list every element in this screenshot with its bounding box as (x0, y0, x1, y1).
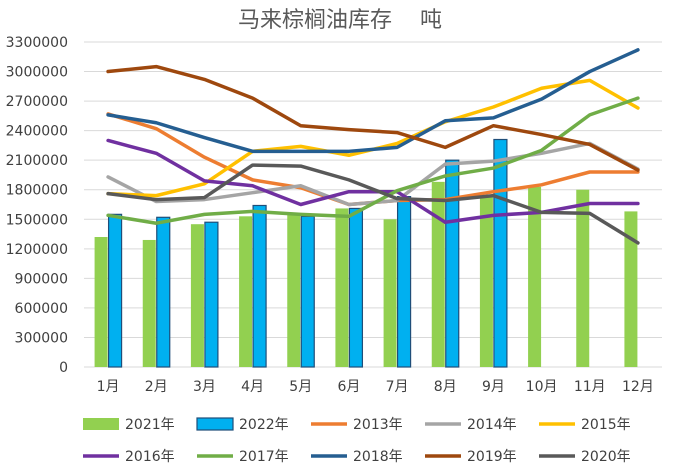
bar-2021年 (94, 237, 108, 367)
x-tick-label: 6月 (337, 379, 360, 395)
y-tick-label: 1200000 (6, 242, 68, 258)
bar-2021年 (624, 211, 638, 367)
bar-2021年 (287, 213, 301, 367)
bar-2022年 (348, 207, 364, 368)
y-tick-label: 0 (59, 360, 68, 376)
y-tick-label: 600000 (15, 301, 68, 317)
y-tick-label: 2100000 (6, 153, 68, 169)
y-tick-label: 900000 (15, 271, 68, 287)
x-tick-label: 4月 (241, 379, 264, 395)
legend-label: 2021年 (125, 417, 175, 433)
legend: 2021年 2022年 2013年 2014年 2015年 2016年 2017年 2018年… (83, 417, 631, 465)
bar-2022年 (396, 196, 412, 368)
x-tick-label: 12月 (622, 379, 654, 395)
legend-label: 2018年 (353, 449, 403, 465)
x-tick-label: 10月 (526, 379, 558, 395)
bar-2021年 (335, 208, 349, 367)
y-tick-label: 1800000 (6, 183, 68, 199)
line-2018年 (106, 48, 640, 154)
bar-2021年 (142, 239, 156, 367)
legend-swatch (196, 417, 234, 431)
y-tick-label: 1500000 (6, 212, 68, 228)
line-2020年 (106, 163, 640, 245)
legend-label: 2020年 (581, 449, 631, 465)
x-axis: 1月 2月 3月 4月 5月 6月 7月 8月 9月 10月 11月 12月 (97, 379, 654, 395)
bar-2021年 (479, 196, 493, 367)
line-series (106, 48, 640, 245)
bar-2021年 (383, 219, 397, 367)
bar-2021年 (239, 216, 253, 367)
legend-label: 2019年 (467, 449, 517, 465)
x-tick-label: 8月 (434, 379, 457, 395)
chart-title: 马来棕榈油库存 吨 (238, 8, 442, 33)
bar-2022年 (204, 221, 219, 368)
x-tick-label: 11月 (574, 379, 606, 395)
bar-series (94, 138, 638, 368)
line-2014年 (106, 141, 640, 207)
line-2017年 (106, 96, 640, 225)
x-tick-label: 5月 (289, 379, 312, 395)
y-tick-label: 3000000 (6, 65, 68, 81)
y-axis: 0 300000 600000 900000 1200000 1500000 1800000… (6, 35, 68, 376)
bar-2021年 (431, 181, 445, 367)
x-tick-label: 7月 (386, 379, 409, 395)
x-tick-label: 9月 (482, 379, 505, 395)
legend-swatch (83, 418, 119, 430)
legend-label: 2016年 (125, 449, 175, 465)
line-2019年 (106, 64, 640, 172)
legend-label: 2022年 (239, 417, 289, 433)
bar-2022年 (156, 216, 171, 368)
legend-label: 2013年 (353, 417, 403, 433)
bar-2021年 (528, 186, 542, 367)
bar-2022年 (252, 204, 267, 368)
y-tick-label: 300000 (15, 330, 68, 346)
legend-label: 2014年 (467, 417, 517, 433)
bar-2021年 (190, 224, 204, 367)
bar-2022年 (300, 215, 315, 368)
bar-2022年 (493, 138, 508, 368)
x-tick-label: 1月 (97, 379, 120, 395)
legend-label: 2015年 (581, 417, 631, 433)
y-tick-label: 2700000 (6, 94, 68, 110)
x-tick-label: 3月 (193, 379, 216, 395)
y-tick-label: 2400000 (6, 124, 68, 140)
x-tick-label: 2月 (145, 379, 168, 395)
bar-2022年 (107, 213, 123, 368)
y-tick-label: 3300000 (6, 35, 68, 51)
bar-2021年 (576, 189, 590, 367)
legend-label: 2017年 (239, 449, 289, 465)
bar-2022年 (445, 159, 460, 368)
